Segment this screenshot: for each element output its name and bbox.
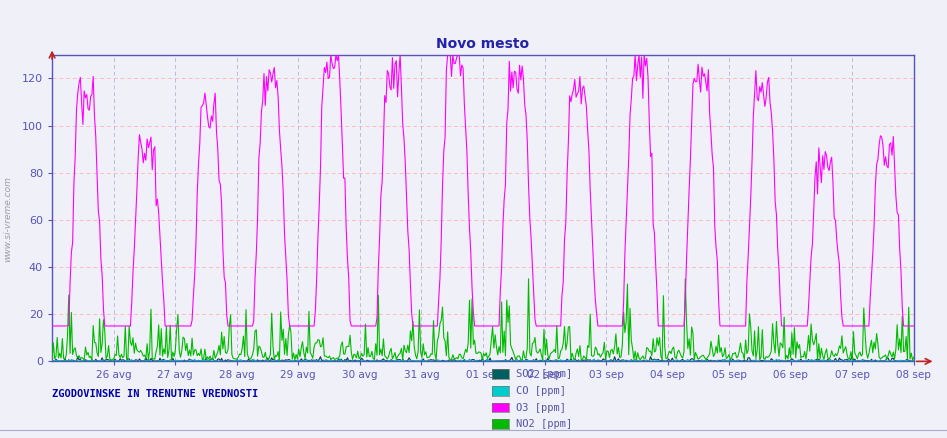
Text: CO [ppm]: CO [ppm] bbox=[516, 386, 566, 396]
Text: O3 [ppm]: O3 [ppm] bbox=[516, 403, 566, 413]
Text: ZGODOVINSKE IN TRENUTNE VREDNOSTI: ZGODOVINSKE IN TRENUTNE VREDNOSTI bbox=[52, 389, 259, 399]
Text: www.si-vreme.com: www.si-vreme.com bbox=[3, 176, 12, 262]
Text: NO2 [ppm]: NO2 [ppm] bbox=[516, 420, 572, 429]
Text: SO2 [ppm]: SO2 [ppm] bbox=[516, 370, 572, 379]
Title: Novo mesto: Novo mesto bbox=[437, 37, 529, 51]
